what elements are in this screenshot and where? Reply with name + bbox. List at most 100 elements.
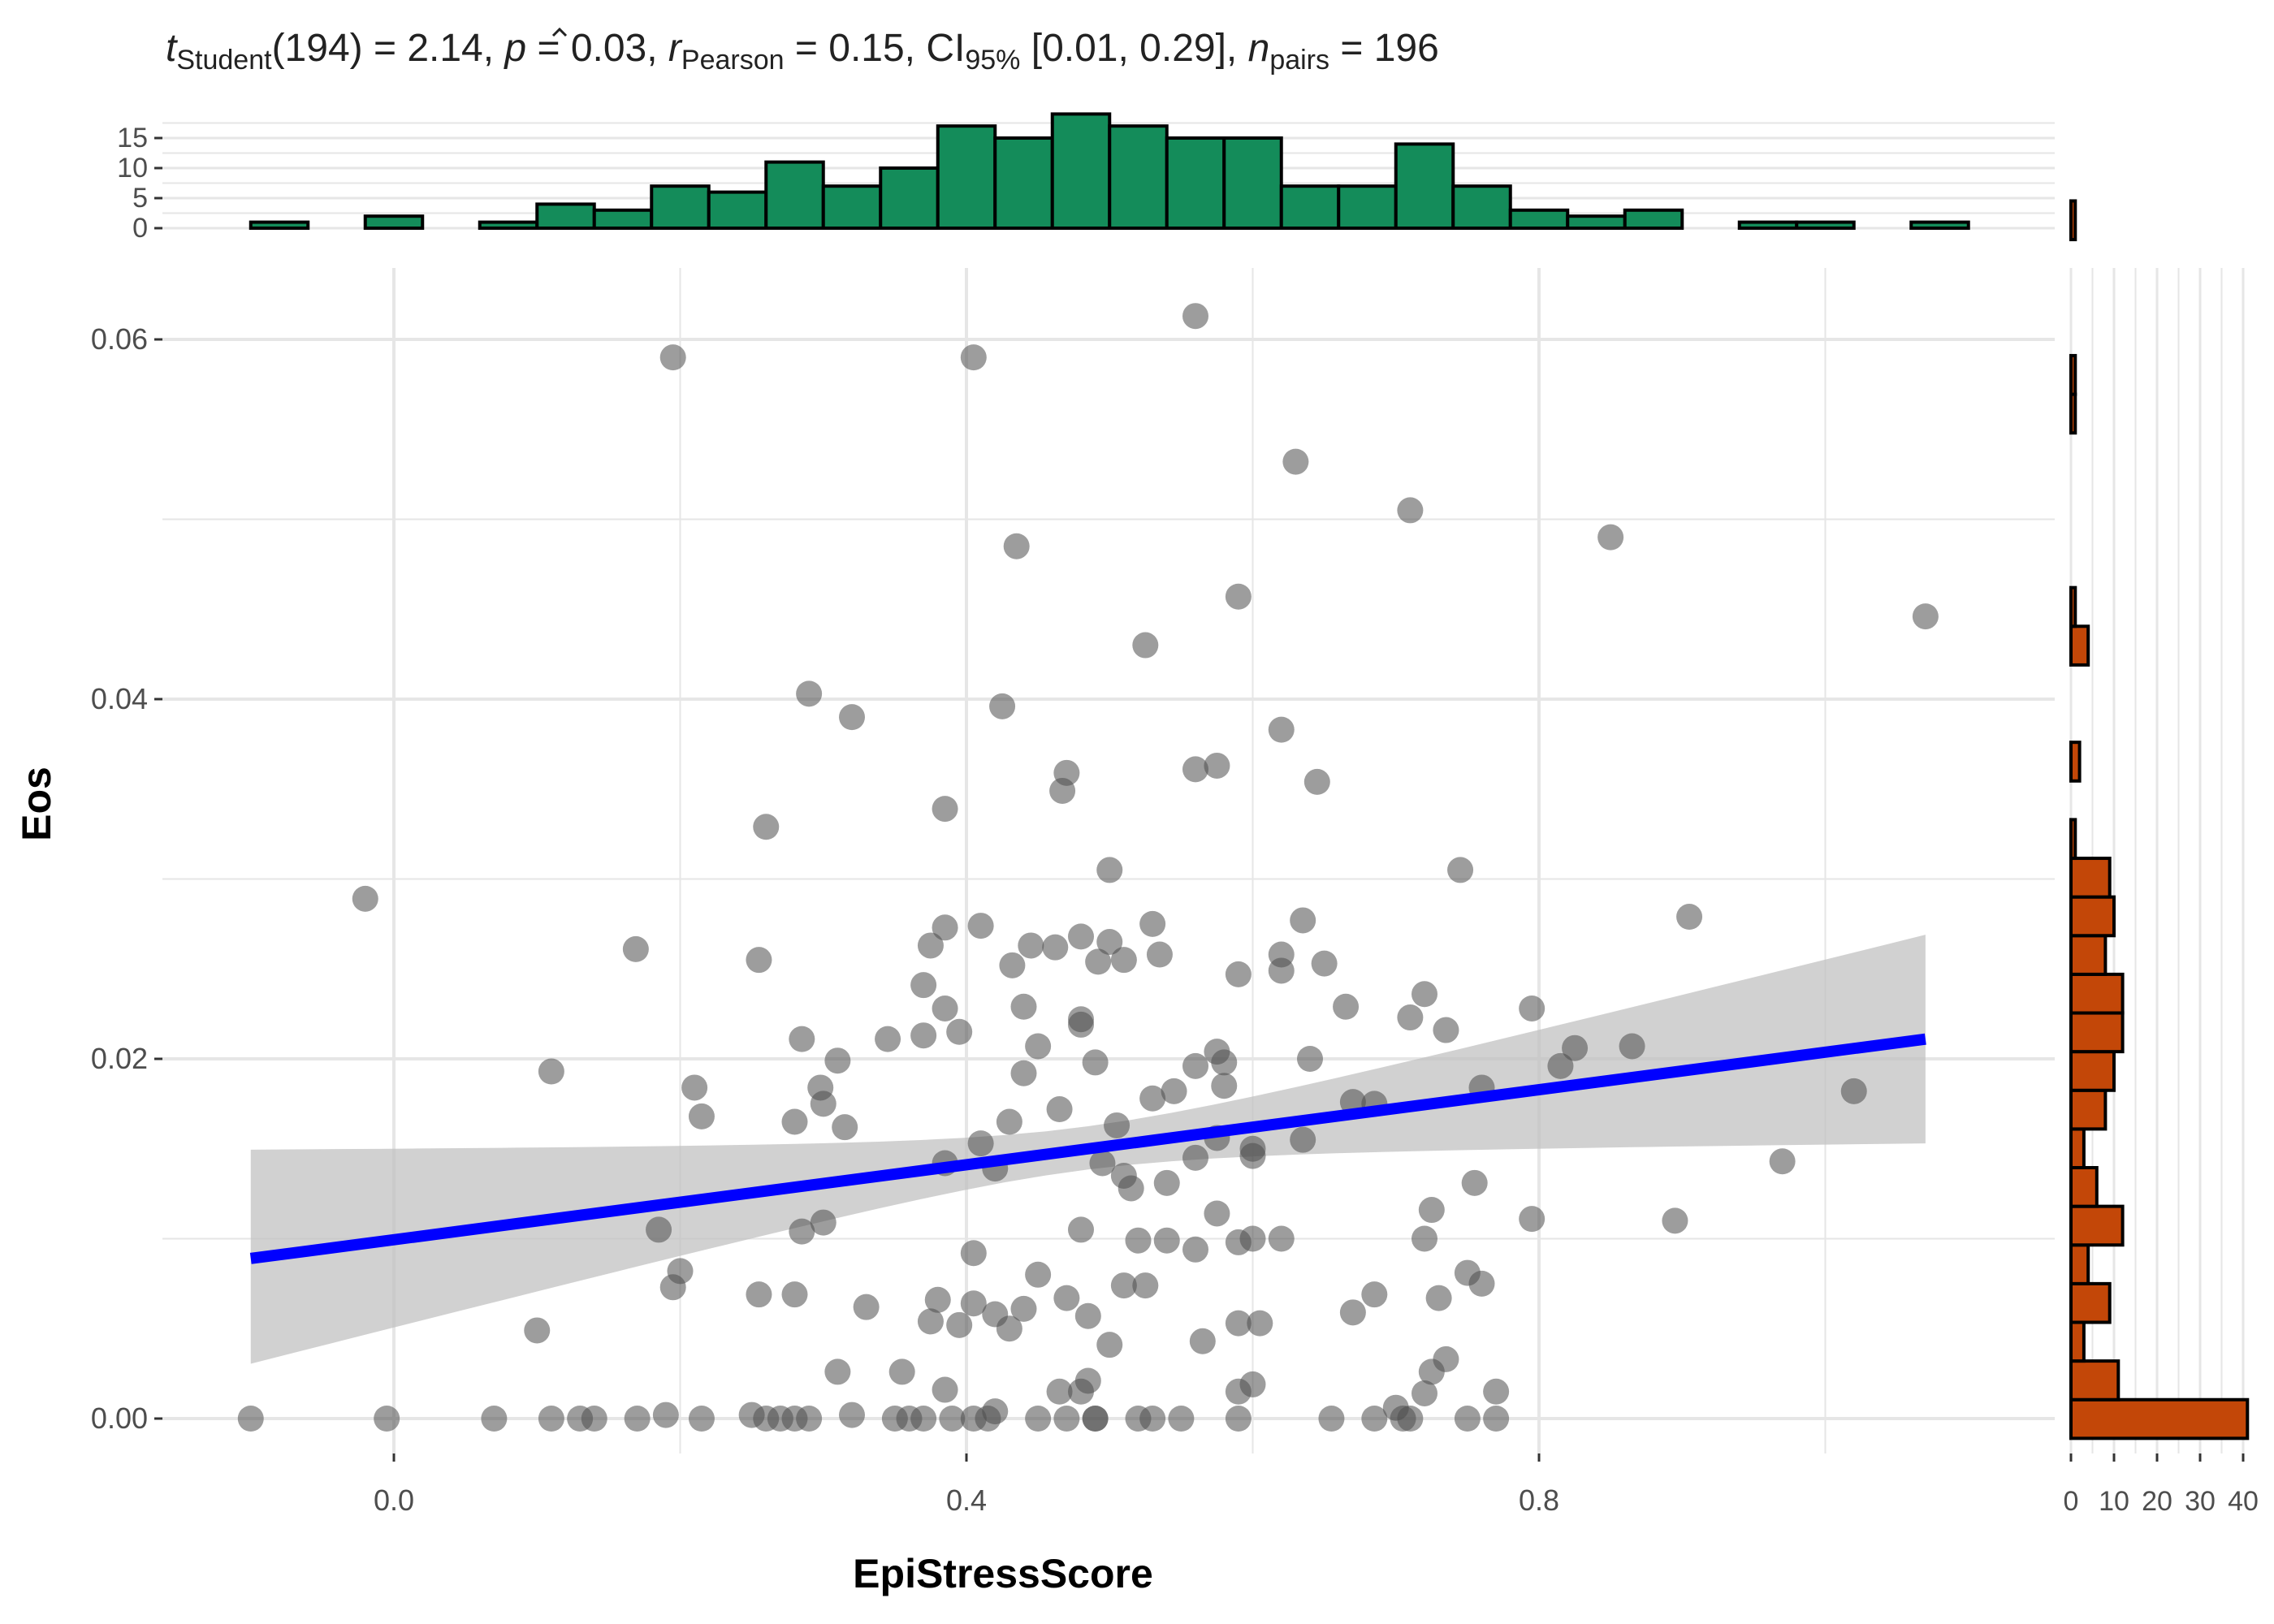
top-hist-bar — [1566, 214, 1627, 231]
data-point — [1110, 947, 1137, 974]
data-point — [1676, 904, 1703, 931]
right-hist-bar — [2069, 934, 2108, 976]
top-hist-bar — [1451, 184, 1512, 230]
regression-line-layer — [249, 1033, 1926, 1264]
data-point — [917, 1308, 944, 1335]
right-hist-tick-label: 30 — [2185, 1486, 2216, 1517]
data-point — [1096, 857, 1123, 883]
data-point — [1182, 1144, 1208, 1171]
data-point — [1282, 448, 1309, 475]
data-point — [1361, 1406, 1388, 1432]
data-point — [1139, 910, 1166, 937]
data-point — [688, 1406, 715, 1432]
data-point — [1153, 1227, 1180, 1254]
data-point — [1010, 1060, 1037, 1086]
data-point — [1211, 1049, 1238, 1076]
y-tick-label: 0.02 — [91, 1042, 148, 1075]
top-hist-bar — [879, 166, 940, 230]
data-point — [1132, 1272, 1159, 1299]
data-point — [1412, 981, 1437, 1008]
data-point — [839, 704, 865, 731]
data-point — [1074, 1302, 1101, 1329]
top-hist-bar — [821, 184, 883, 230]
right-hist-bar — [2069, 1050, 2116, 1092]
data-point — [1110, 1272, 1137, 1299]
data-point — [796, 680, 823, 707]
data-point — [1225, 961, 1252, 987]
data-point — [910, 1022, 937, 1049]
data-point — [1046, 1378, 1073, 1405]
data-point — [789, 1026, 815, 1052]
data-point — [1239, 1225, 1266, 1252]
top-hist-bar — [535, 202, 596, 230]
data-point — [1104, 1112, 1131, 1138]
data-point — [824, 1047, 851, 1074]
top-hist-bar — [1108, 124, 1169, 230]
subtitle-ci-val: [0.01, 0.29], — [1020, 27, 1247, 70]
data-point — [832, 1114, 858, 1141]
data-point — [1303, 768, 1330, 795]
right-hist-bar — [2069, 1088, 2108, 1131]
top-hist-bar — [1795, 220, 1856, 231]
data-point — [1068, 1216, 1094, 1243]
data-point — [996, 1315, 1022, 1342]
top-hist-bar — [478, 220, 539, 231]
subtitle-r-sub: Pearson — [681, 45, 785, 76]
data-point — [746, 1281, 772, 1308]
data-point — [1662, 1207, 1688, 1234]
data-point — [1189, 1328, 1216, 1354]
data-point — [917, 932, 944, 959]
data-point — [1483, 1406, 1510, 1432]
axes-layer: 0.0 0.4 0.8 0.00 0.02 0.04 0.06 — [91, 322, 1559, 1517]
x-axis-label: EpiStressScore — [853, 1551, 1153, 1596]
regression-line — [249, 1033, 1926, 1264]
x-tick-label: 0.0 — [374, 1484, 414, 1517]
data-point — [1096, 929, 1123, 956]
data-point — [581, 1406, 607, 1432]
svg-text:tStudent(194) = 2.14, p = 0.03: tStudent(194) = 2.14, p = 0.03, rPearson… — [166, 27, 1439, 76]
data-point — [1412, 1380, 1437, 1406]
right-hist-tick-label: 40 — [2228, 1486, 2259, 1517]
right-hist-tick-label: 20 — [2142, 1486, 2172, 1517]
data-point — [1397, 1406, 1424, 1432]
top-hist-bar — [1222, 136, 1283, 230]
data-point — [352, 885, 378, 912]
y-axis-label: Eos — [14, 767, 59, 841]
data-point — [982, 1398, 1009, 1425]
top-hist-bar — [707, 190, 768, 231]
data-point — [1153, 1169, 1180, 1196]
data-point — [1118, 1175, 1144, 1202]
data-point — [1182, 1052, 1208, 1079]
top-hist-tick-label: 10 — [117, 153, 148, 184]
data-point — [999, 952, 1026, 978]
data-point — [932, 914, 958, 941]
right-hist-bar — [2069, 624, 2090, 667]
top-hist-bar — [1337, 184, 1398, 230]
top-hist-bar — [1050, 112, 1112, 230]
data-point — [1132, 632, 1159, 659]
right-hist-bar — [2069, 741, 2082, 783]
right-histogram: 0 10 20 30 40 — [2064, 199, 2259, 1517]
data-point — [946, 1311, 973, 1338]
data-point — [1211, 1073, 1238, 1099]
data-point — [659, 344, 686, 371]
data-point — [1397, 1004, 1424, 1031]
data-point — [681, 1074, 708, 1101]
data-point — [646, 1216, 672, 1243]
data-point — [1268, 716, 1295, 743]
data-point — [688, 1103, 715, 1129]
data-point — [753, 814, 780, 840]
data-point — [1225, 1406, 1252, 1432]
data-point — [824, 1358, 851, 1385]
data-point — [996, 1108, 1022, 1135]
y-tick-label: 0.06 — [91, 322, 148, 356]
data-point — [924, 1286, 951, 1313]
data-point — [1139, 1085, 1166, 1112]
subtitle-r-val: = 0.15, CI — [785, 27, 966, 70]
right-hist-bar — [2069, 818, 2077, 861]
y-tick-label: 0.00 — [91, 1402, 148, 1435]
data-point — [888, 1358, 915, 1385]
data-point — [1161, 1078, 1187, 1104]
